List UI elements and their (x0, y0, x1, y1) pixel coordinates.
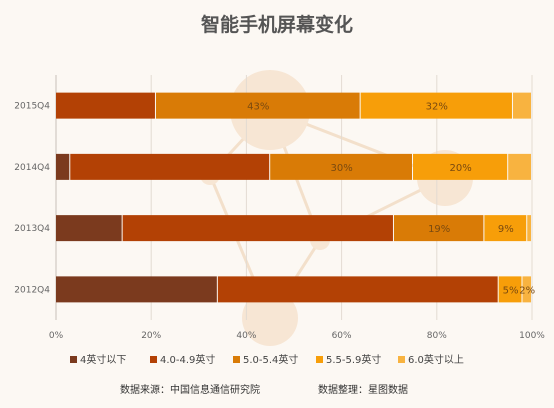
data-label: 32% (426, 102, 448, 113)
bar-segment (508, 153, 531, 180)
legend-swatch (70, 356, 77, 363)
bars (56, 92, 531, 303)
x-tick-label: 0% (49, 331, 64, 341)
data-label: 9% (498, 224, 514, 235)
legend-label: 5.5-5.9英寸 (326, 353, 381, 366)
x-tick-label: 80% (427, 331, 447, 341)
compiled-note: 数据整理：星图数据 (318, 383, 408, 396)
x-tick-label: 20% (141, 331, 161, 341)
bar-segment (56, 215, 122, 242)
legend-label: 4英寸以下 (80, 353, 126, 366)
legend-label: 4.0-4.9英寸 (160, 353, 215, 366)
bar-segment (56, 276, 217, 303)
decoration-node (242, 290, 298, 346)
bar-segment (70, 153, 270, 180)
data-label: 2% (519, 285, 535, 296)
bar-segment (512, 92, 531, 119)
bar-segment (484, 215, 527, 242)
data-label: 20% (449, 163, 471, 174)
data-label: 30% (330, 163, 352, 174)
legend: 4英寸以下 4.0-4.9英寸 5.0-5.4英寸 5.5-5.9英寸 6.0英寸以上 (70, 353, 464, 366)
bar-segment (393, 215, 484, 242)
legend-swatch (398, 356, 405, 363)
y-tick-label: 2015Q4 (14, 102, 50, 112)
bar-segment (122, 215, 393, 242)
legend-swatch (316, 356, 323, 363)
data-label: 43% (247, 102, 269, 113)
bar-segment (527, 215, 531, 242)
legend-swatch (150, 356, 157, 363)
x-tick-label: 60% (332, 331, 352, 341)
y-tick-label: 2012Q4 (14, 285, 50, 295)
y-axis-ticks: 2015Q4 2014Q4 2013Q4 2012Q4 (14, 102, 50, 296)
bar-segment (217, 276, 498, 303)
bar-segment (270, 153, 412, 180)
data-label: 5% (503, 285, 519, 296)
bar-segment (360, 92, 512, 119)
bar-segment (56, 153, 70, 180)
bar-segment (155, 92, 360, 119)
chart-title: 智能手机屏幕变化 (201, 13, 353, 36)
x-tick-label: 40% (236, 331, 256, 341)
legend-label: 5.0-5.4英寸 (243, 353, 298, 366)
bar-segment (56, 92, 155, 119)
y-tick-label: 2014Q4 (14, 163, 50, 173)
bar-segment (498, 276, 522, 303)
legend-label: 6.0英寸以上 (408, 353, 464, 366)
legend-swatch (233, 356, 240, 363)
bar-segment (413, 153, 508, 180)
x-axis-ticks: 0% 20% 40% 60% 80% 100% (49, 331, 545, 341)
source-note: 数据来源：中国信息通信研究院 (120, 383, 260, 396)
y-tick-label: 2013Q4 (14, 224, 50, 234)
data-labels: 43% 32% 30% 20% 19% 9% 5% 2% (247, 102, 535, 297)
bar-segment (522, 276, 531, 303)
x-tick-label: 100% (519, 331, 545, 341)
data-label: 19% (428, 224, 450, 235)
